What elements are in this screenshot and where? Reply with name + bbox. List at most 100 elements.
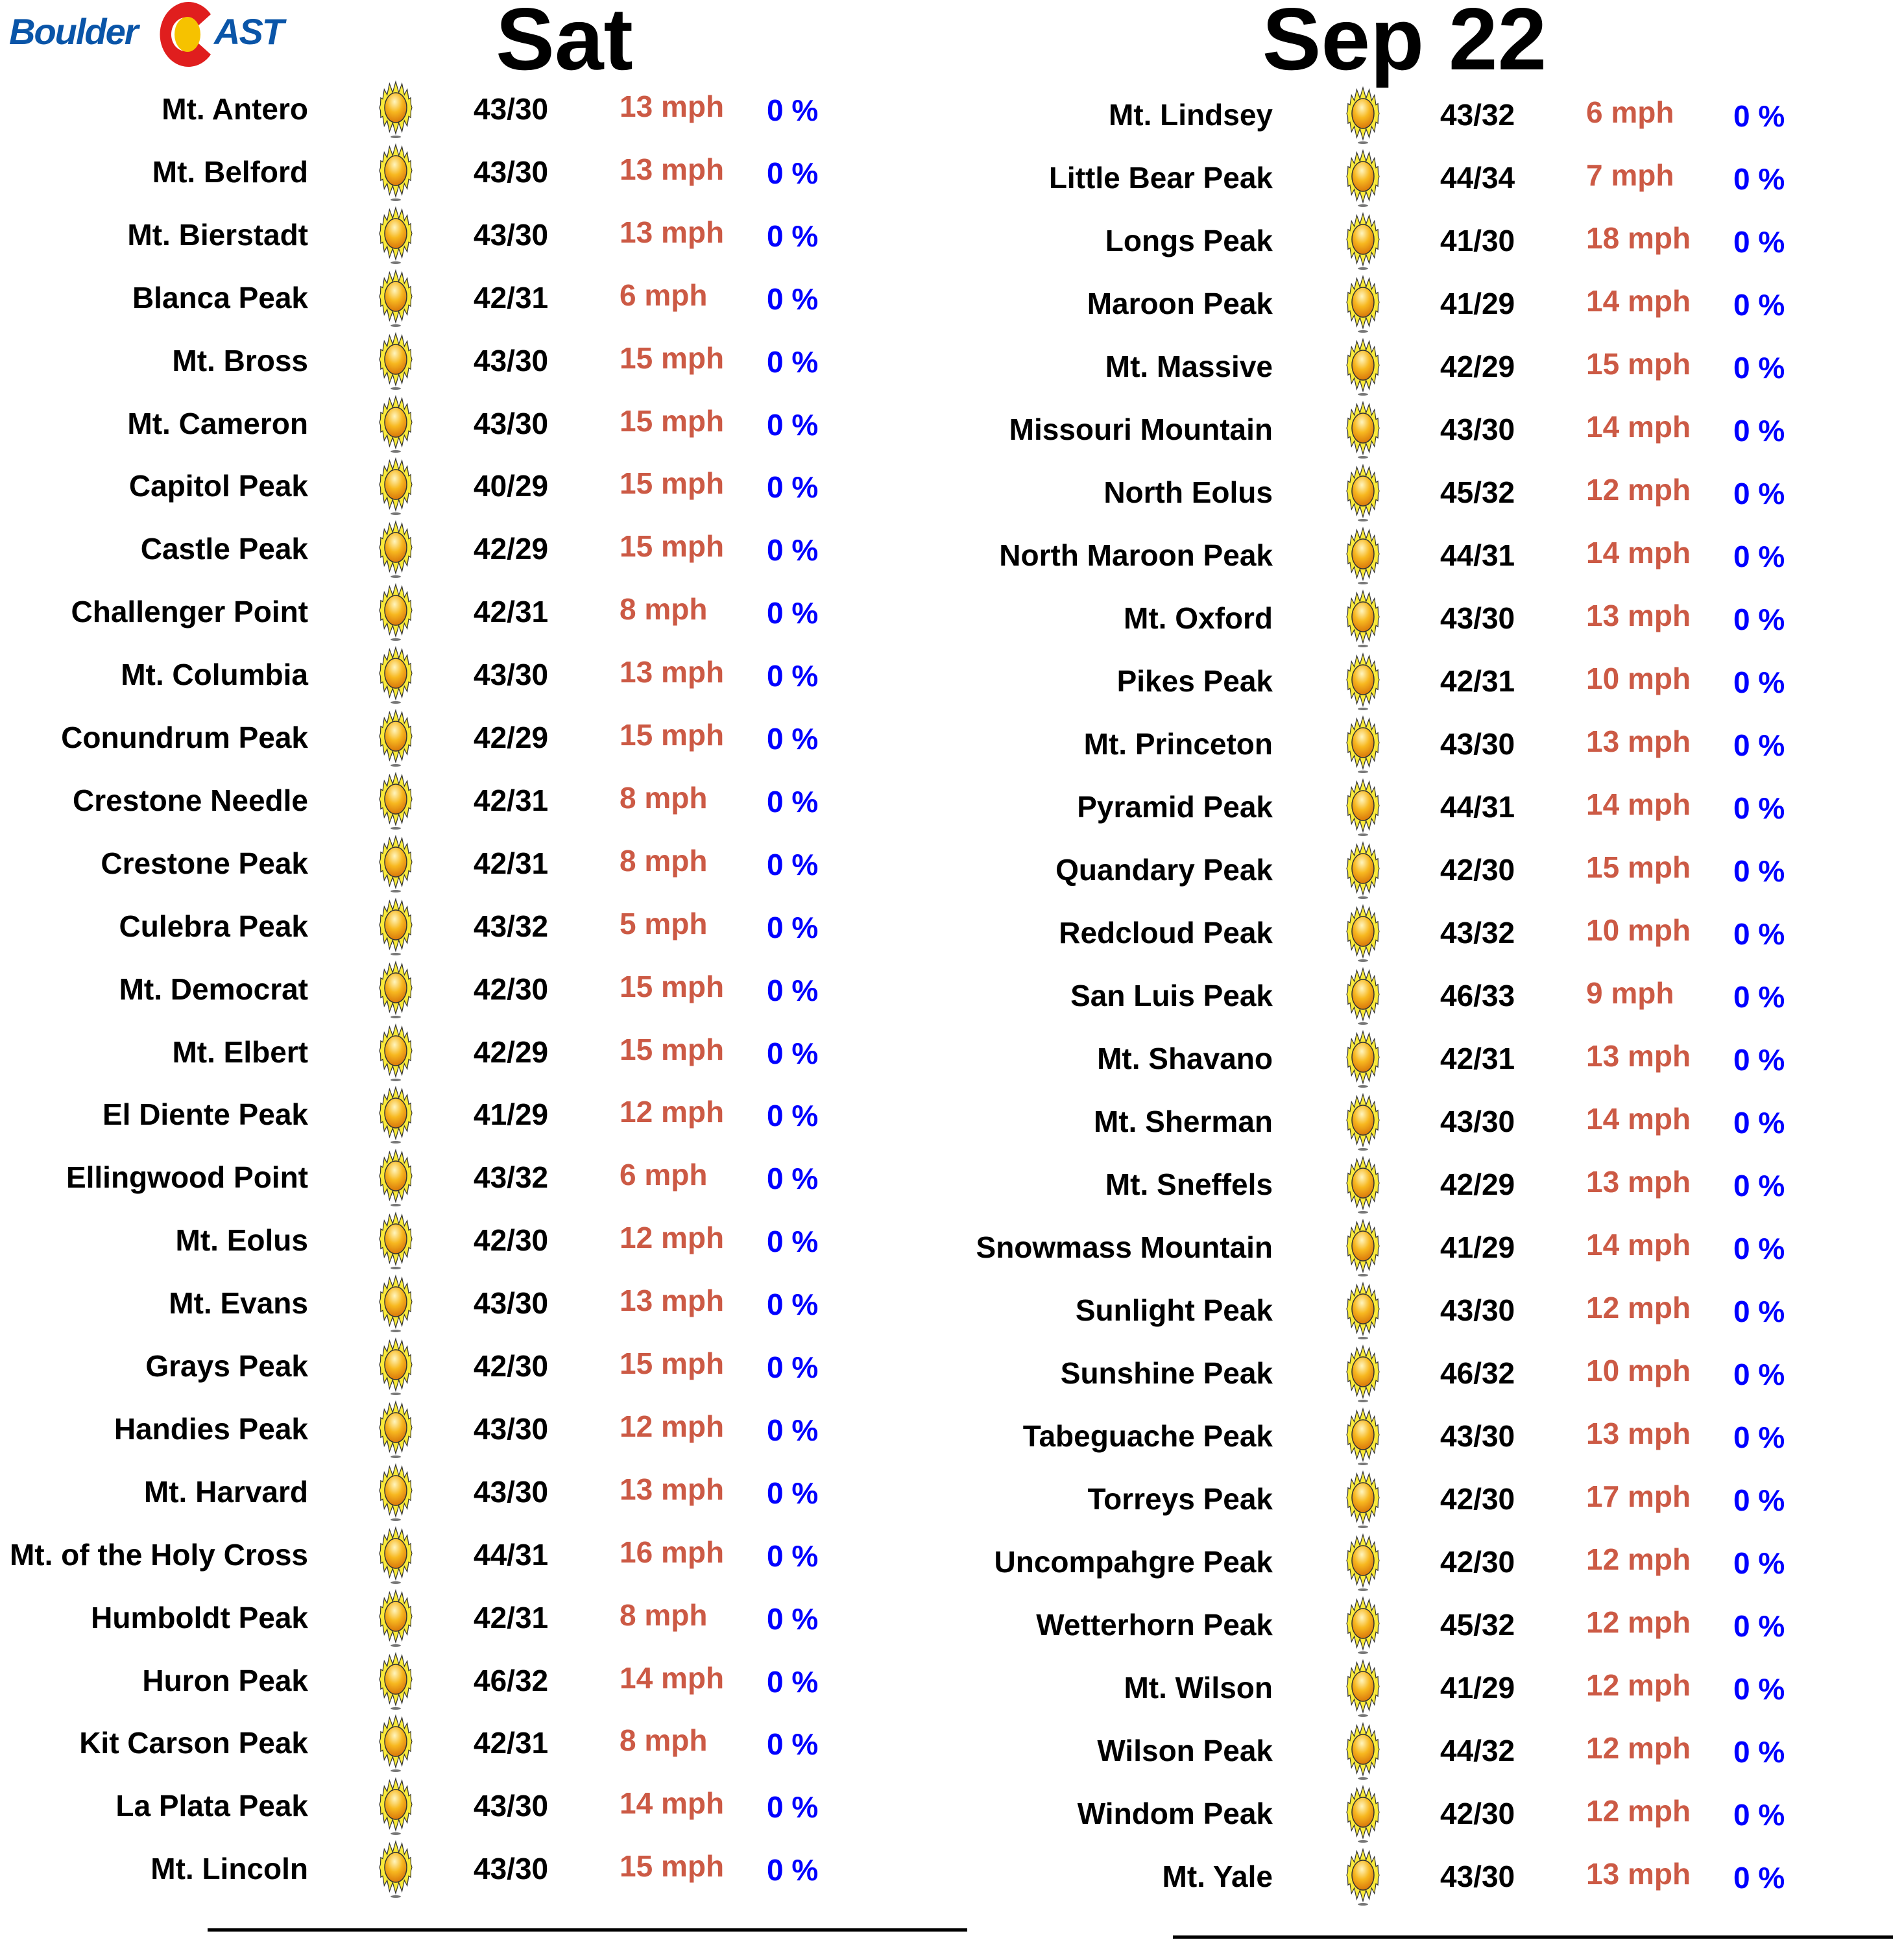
peak-name: Sunshine Peak <box>1060 1356 1273 1390</box>
sunny-icon <box>1340 1533 1386 1592</box>
peak-name: Mt. Sherman <box>1093 1105 1273 1138</box>
wind-speed: 12 mph <box>620 1221 725 1255</box>
wind-speed: 12 mph <box>1586 1542 1691 1576</box>
peak-name: Maroon Peak <box>1087 287 1273 320</box>
sunny-icon <box>373 457 418 516</box>
divider-left <box>208 1928 967 1932</box>
temperature-hi-lo: 43/30 <box>474 343 549 377</box>
colorado-c-icon <box>160 2 211 67</box>
sunny-icon <box>373 1274 418 1333</box>
sunny-icon <box>1340 841 1386 900</box>
precip-chance: 0 % <box>1733 1483 1785 1517</box>
temperature-hi-lo: 42/31 <box>474 595 549 629</box>
temperature-hi-lo: 42/30 <box>1440 853 1515 887</box>
precip-chance: 0 % <box>1733 477 1785 510</box>
temperature-hi-lo: 41/29 <box>1440 1230 1515 1264</box>
wind-speed: 13 mph <box>620 1472 725 1506</box>
temperature-hi-lo: 42/30 <box>474 972 549 1006</box>
precip-chance: 0 % <box>767 1036 819 1070</box>
wind-speed: 13 mph <box>620 152 725 186</box>
precip-chance: 0 % <box>1733 162 1785 196</box>
peak-name: Kit Carson Peak <box>79 1726 308 1760</box>
peak-name: Handies Peak <box>114 1411 308 1446</box>
precip-chance: 0 % <box>767 344 819 379</box>
sunny-icon <box>1340 1218 1386 1277</box>
temperature-hi-lo: 43/30 <box>474 406 549 440</box>
wind-speed: 8 mph <box>620 592 708 627</box>
precip-chance: 0 % <box>767 1287 819 1322</box>
peak-name: Uncompahgre Peak <box>994 1545 1273 1579</box>
wind-speed: 14 mph <box>620 1786 725 1821</box>
sunny-icon <box>373 206 418 265</box>
sunny-icon <box>373 1463 418 1522</box>
precip-chance: 0 % <box>767 784 819 819</box>
peak-name: Missouri Mountain <box>1009 413 1273 446</box>
temperature-hi-lo: 45/32 <box>1440 475 1515 509</box>
temperature-hi-lo: 42/29 <box>474 532 549 566</box>
peak-name: Mt. Antero <box>162 92 308 126</box>
precip-chance: 0 % <box>767 1601 819 1636</box>
date-title: Sep 22 <box>1262 0 1547 88</box>
sunny-icon <box>1340 86 1386 145</box>
peak-name: Challenger Point <box>71 595 308 629</box>
wind-speed: 12 mph <box>1586 1668 1691 1702</box>
temperature-hi-lo: 43/30 <box>474 217 549 252</box>
temperature-hi-lo: 43/30 <box>1440 1860 1515 1893</box>
sunny-icon <box>373 80 418 139</box>
sunny-icon <box>373 1651 418 1710</box>
peak-name: Mt. Lincoln <box>151 1852 308 1886</box>
temperature-hi-lo: 43/30 <box>474 1286 549 1321</box>
sunny-icon <box>1340 1784 1386 1843</box>
temperature-hi-lo: 44/31 <box>1440 790 1515 824</box>
wind-speed: 15 mph <box>1586 850 1691 884</box>
temperature-hi-lo: 42/31 <box>1440 664 1515 698</box>
sunny-icon <box>1340 1407 1386 1466</box>
wind-speed: 18 mph <box>1586 221 1691 255</box>
sunny-icon <box>1340 1659 1386 1718</box>
wind-speed: 13 mph <box>620 90 725 123</box>
precip-chance: 0 % <box>767 407 819 442</box>
precip-chance: 0 % <box>767 93 819 127</box>
wind-speed: 14 mph <box>1586 536 1691 569</box>
peak-name: Mt. Princeton <box>1083 727 1273 761</box>
sunny-icon <box>1340 274 1386 333</box>
peak-name: Sunlight Peak <box>1075 1293 1273 1327</box>
temperature-hi-lo: 43/30 <box>474 1852 549 1886</box>
temperature-hi-lo: 43/30 <box>474 658 549 692</box>
peak-name: Mt. Columbia <box>121 658 308 692</box>
temperature-hi-lo: 43/30 <box>1440 1105 1515 1138</box>
wind-speed: 15 mph <box>620 969 725 1003</box>
sunny-icon <box>1340 778 1386 837</box>
peak-name: Grays Peak <box>145 1349 308 1383</box>
wind-speed: 14 mph <box>1586 1228 1691 1262</box>
sunny-icon <box>1340 400 1386 459</box>
temperature-hi-lo: 43/30 <box>474 92 549 126</box>
peak-name: Wilson Peak <box>1097 1734 1273 1767</box>
precip-chance: 0 % <box>1733 1106 1785 1140</box>
wind-speed: 10 mph <box>1586 662 1691 695</box>
wind-speed: 14 mph <box>1586 787 1691 821</box>
wind-speed: 12 mph <box>1586 1605 1691 1639</box>
precip-chance: 0 % <box>1733 1609 1785 1643</box>
temperature-hi-lo: 42/29 <box>1440 350 1515 383</box>
wind-speed: 13 mph <box>1586 1417 1691 1450</box>
peak-name: Mt. Evans <box>169 1286 308 1321</box>
temperature-hi-lo: 43/30 <box>1440 1293 1515 1327</box>
temperature-hi-lo: 42/31 <box>474 783 549 817</box>
sunny-icon <box>1340 1155 1386 1214</box>
precip-chance: 0 % <box>767 1350 819 1384</box>
precip-chance: 0 % <box>767 847 819 881</box>
wind-speed: 14 mph <box>620 1660 725 1695</box>
wind-speed: 15 mph <box>620 466 725 501</box>
precip-chance: 0 % <box>1733 603 1785 636</box>
sunny-icon <box>373 1714 418 1773</box>
temperature-hi-lo: 42/29 <box>474 1035 549 1069</box>
sunny-icon <box>373 1400 418 1459</box>
sunny-icon <box>373 708 418 767</box>
wind-speed: 14 mph <box>1586 1102 1691 1136</box>
wind-speed: 15 mph <box>620 1032 725 1066</box>
precip-chance: 0 % <box>1733 288 1785 322</box>
precip-chance: 0 % <box>767 1790 819 1825</box>
peak-name: San Luis Peak <box>1070 979 1273 1012</box>
wind-speed: 16 mph <box>620 1535 725 1569</box>
